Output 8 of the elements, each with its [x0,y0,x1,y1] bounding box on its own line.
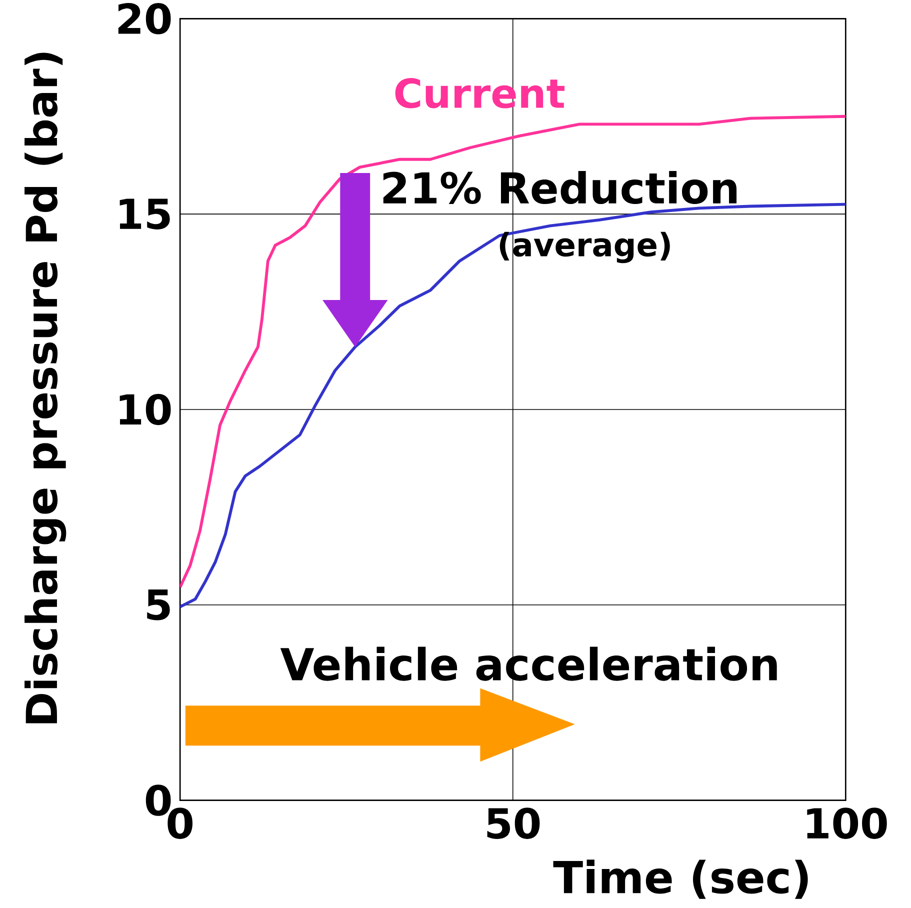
x-axis-title: Time (sec) [553,860,808,899]
y-axis-title: Discharge pressure Pd (bar) [24,52,66,724]
y-tick-label: 10 [120,394,171,425]
x-tick-label: 50 [487,808,540,839]
y-tick-label: 20 [118,2,171,34]
y-tick-label: 5 [147,589,170,620]
y-tick-label: 15 [120,198,170,230]
x-tick-label: 100 [807,808,887,839]
